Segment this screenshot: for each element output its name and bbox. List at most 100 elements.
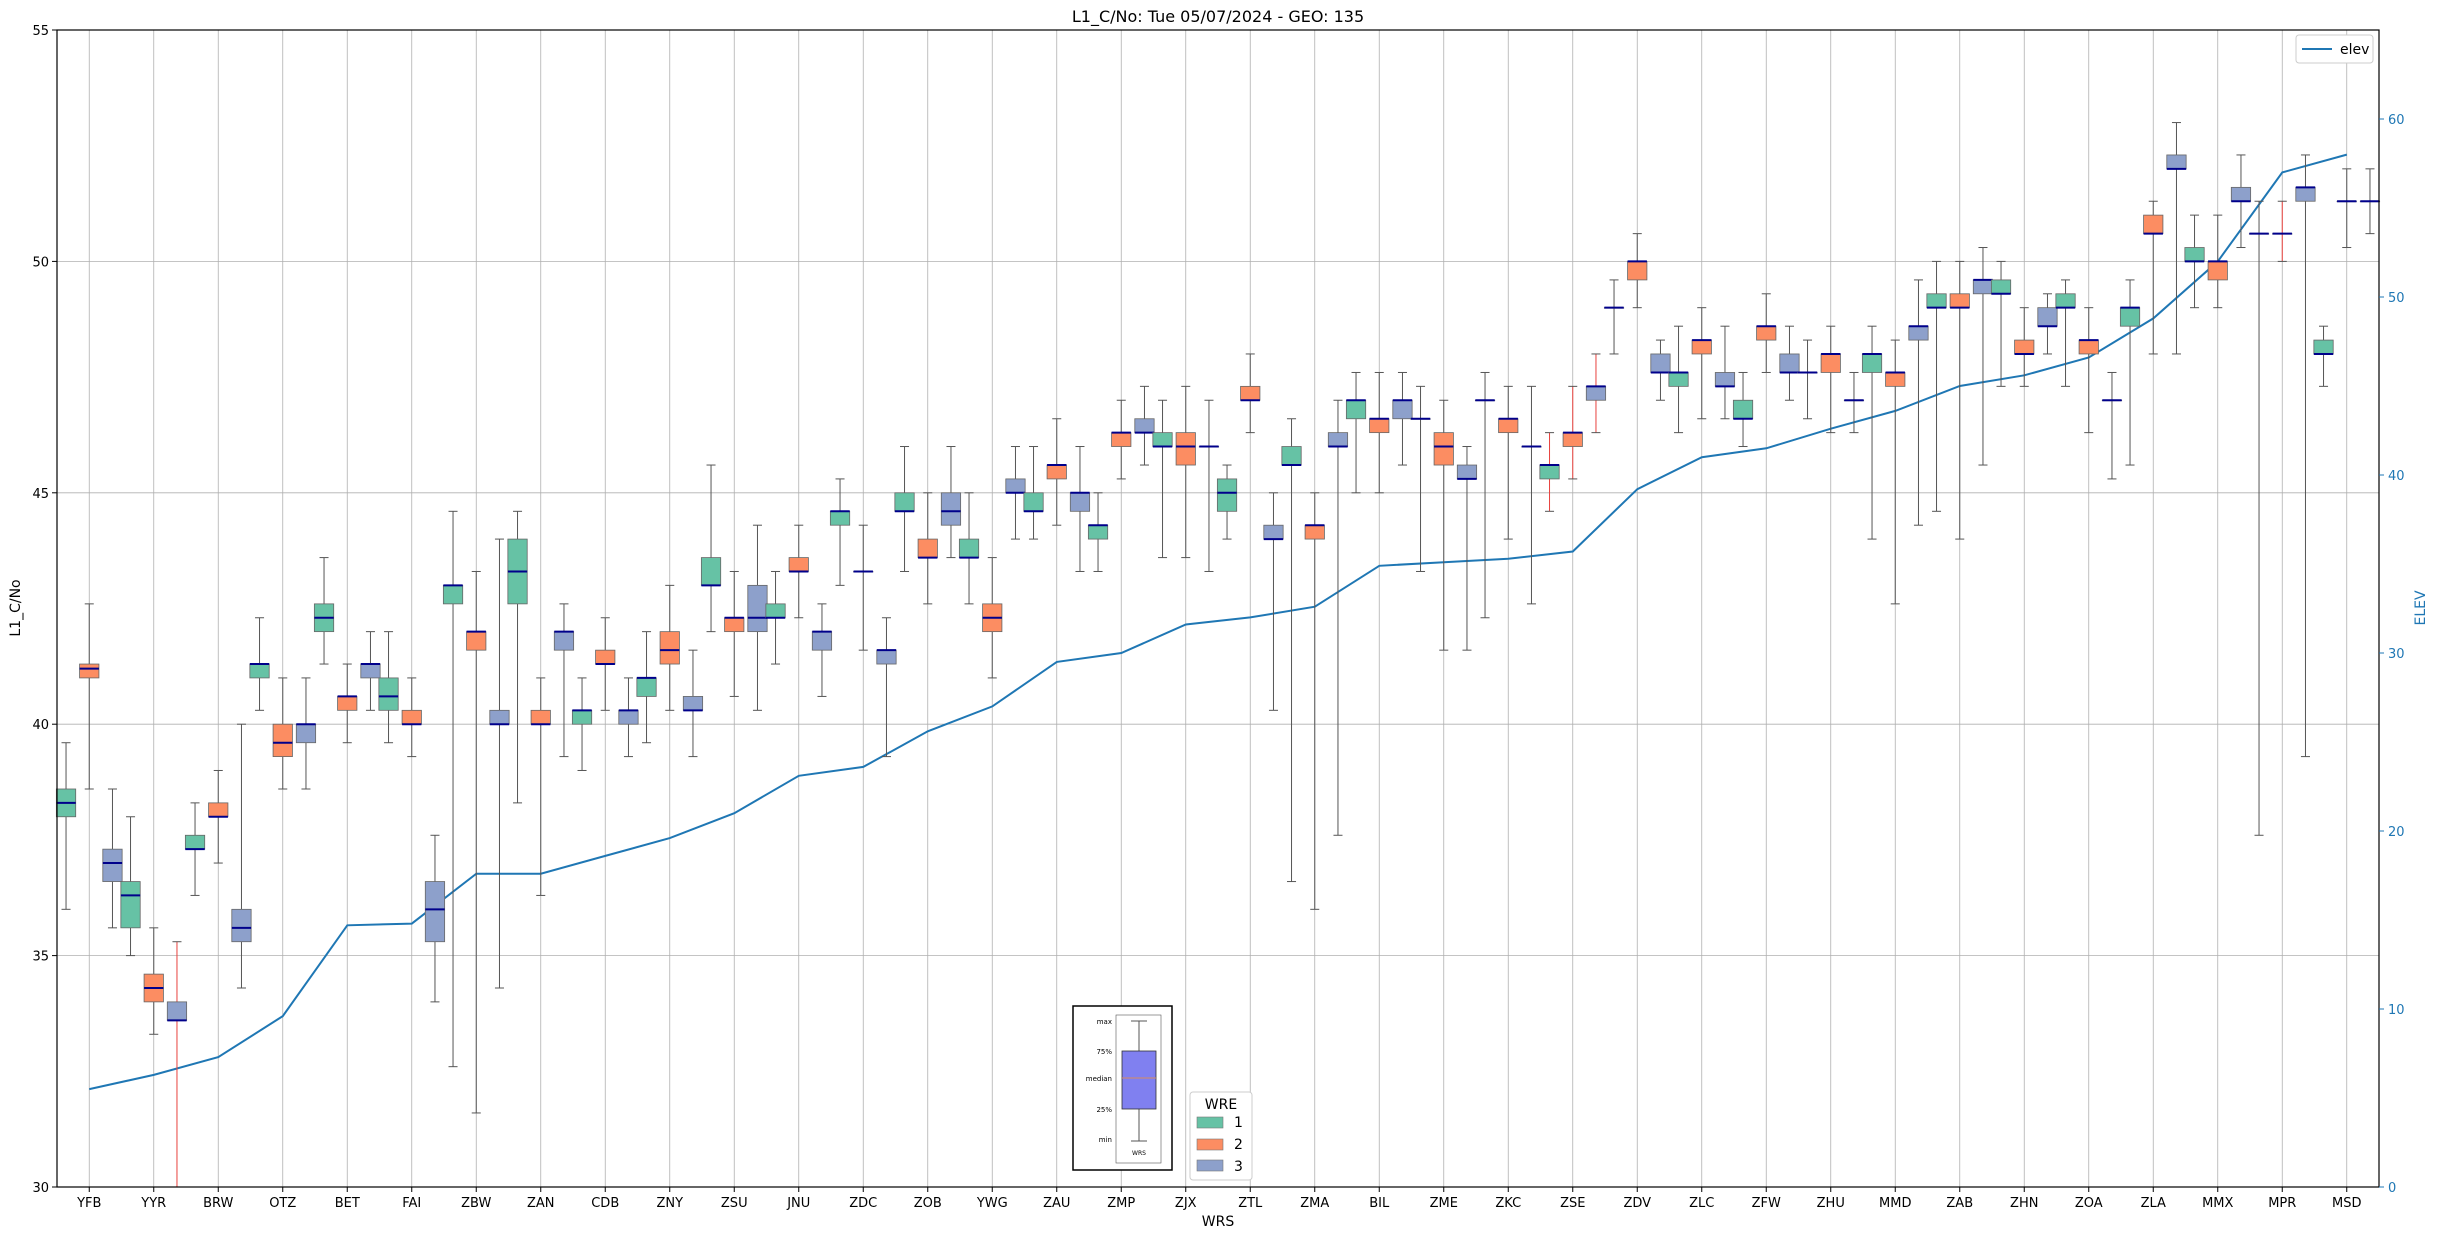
box-iqr	[1304, 524, 1325, 540]
x-tick-label: MMX	[2202, 1196, 2233, 1211]
x-tick-label: ZHU	[1817, 1196, 1845, 1211]
y2-tick-label: 10	[2388, 1003, 2405, 1018]
box-ZBW-wre2	[466, 570, 487, 1114]
wre-legend-label-3: 3	[1234, 1159, 1243, 1175]
box-iqr	[1369, 418, 1390, 434]
box-iqr	[79, 663, 100, 679]
box-ZOA-wre3	[2101, 371, 2123, 480]
box-iqr	[360, 663, 381, 679]
box-ZSE-wre1	[1539, 432, 1560, 512]
box-MMX-wre1	[2184, 214, 2205, 309]
box-ZAN-wre1	[507, 510, 528, 804]
box-BET-wre3	[360, 631, 381, 711]
inset-label-q1: 25%	[1096, 1106, 1112, 1114]
box-ZOA-wre1	[2055, 279, 2076, 387]
box-ZJX-wre1	[1152, 399, 1173, 559]
box-iqr	[272, 723, 293, 757]
box-ZAB-wre2	[1949, 260, 1970, 540]
box-BIL-wre3	[1392, 371, 1413, 466]
x-tick-label: ZSE	[1560, 1196, 1585, 1211]
x-tick-label: BIL	[1369, 1196, 1390, 1211]
y-tick-label: 55	[32, 24, 49, 39]
box-iqr	[958, 538, 980, 558]
box-ZDC-wre1	[829, 478, 851, 586]
x-tick-label: ZDV	[1623, 1196, 1651, 1211]
box-BIL-wre2	[1369, 371, 1390, 494]
inset-xlabel: WRS	[1132, 1150, 1146, 1157]
box-ZHN-wre1	[1990, 260, 2012, 387]
box-iqr	[1433, 432, 1454, 466]
x-tick-label: MSD	[2332, 1196, 2361, 1211]
box-ZNY-wre3	[682, 649, 704, 758]
y-axis-left: 30 35 40 45 50 55	[32, 24, 57, 1196]
x-tick-label: MPR	[2268, 1196, 2296, 1211]
box-ZMA-wre3	[1327, 399, 1349, 836]
box-ZMP-wre1	[1087, 492, 1109, 572]
box-iqr	[337, 696, 358, 711]
box-MMD-wre3	[1908, 279, 1929, 526]
y-tick-label: 30	[32, 1181, 49, 1196]
box-layer	[55, 122, 2381, 1187]
box-iqr	[1134, 418, 1155, 434]
y-axis-right: 0 10 20 30 40 50 60	[2379, 113, 2405, 1196]
box-MPR-wre1	[2248, 200, 2270, 836]
wre-legend-swatch-2	[1196, 1138, 1224, 1151]
box-YFB-wre1	[55, 742, 77, 910]
box-iqr	[1152, 432, 1173, 447]
box-iqr	[1732, 399, 1754, 420]
x-tick-label: ZKC	[1495, 1196, 1521, 1211]
box-MPR-wre3	[2295, 154, 2316, 758]
box-ZHU-wre1	[1797, 339, 1818, 420]
box-ZSE-wre2	[1562, 385, 1583, 480]
box-ZLC-wre1	[1668, 325, 1689, 434]
box-JNU-wre2	[788, 524, 809, 619]
box-iqr	[1756, 325, 1777, 341]
inset-label-q3: 75%	[1096, 1048, 1112, 1056]
box-iqr	[1111, 432, 1132, 447]
x-axis-label: WRS	[1202, 1214, 1235, 1230]
box-ZKC-wre2	[1498, 385, 1519, 540]
x-tick-label: ZSU	[721, 1196, 748, 1211]
box-ZHU-wre2	[1820, 325, 1841, 434]
inset-label-min: min	[1099, 1136, 1112, 1144]
box-iqr	[102, 848, 123, 882]
y-tick-label: 40	[32, 718, 49, 733]
x-tick-label: ZOB	[914, 1196, 942, 1211]
box-iqr	[1885, 372, 1906, 387]
x-tick-label: FAI	[402, 1196, 421, 1211]
box-ZLA-wre1	[2119, 279, 2141, 466]
box-iqr	[466, 631, 487, 651]
box-OTZ-wre3	[295, 677, 317, 790]
box-iqr	[249, 663, 270, 679]
box-iqr	[2207, 260, 2228, 281]
box-YYR-wre2	[143, 927, 164, 1035]
box-ZNY-wre1	[636, 631, 657, 744]
y-tick-label: 45	[32, 487, 49, 502]
box-iqr	[184, 834, 206, 850]
box-ZFW-wre2	[1756, 293, 1777, 373]
box-ZOA-wre2	[2078, 307, 2099, 434]
box-iqr	[1263, 524, 1284, 540]
elev-legend-label: elev	[2340, 42, 2369, 58]
box-ZMA-wre2	[1304, 492, 1325, 910]
x-axis: YFB YYR BRW OTZ BET FAI ZBW ZAN CDB ZNY ZSU JNU ZDC Z…	[76, 1187, 2361, 1211]
wre-legend-label-1: 1	[1234, 1115, 1243, 1131]
box-MMD-wre2	[1885, 339, 1906, 605]
box-BET-wre2	[337, 663, 358, 744]
box-BRW-wre3	[231, 723, 252, 989]
box-ZKC-wre3	[1521, 385, 1542, 605]
box-ZNY-wre2	[659, 584, 680, 711]
box-ZME-wre3	[1456, 446, 1478, 651]
box-inset-legend: max 75% median 25% min WRS	[1072, 1005, 1173, 1171]
x-tick-label: ZTL	[1238, 1196, 1263, 1211]
box-iqr	[2037, 307, 2058, 327]
x-tick-label: ZAN	[527, 1196, 555, 1211]
box-CDB-wre2	[595, 617, 616, 711]
x-tick-label: ZLC	[1689, 1196, 1714, 1211]
box-iqr	[894, 492, 915, 512]
box-OTZ-wre2	[272, 677, 293, 790]
box-ZAU-wre3	[1069, 446, 1091, 572]
y2-tick-label: 30	[2388, 647, 2405, 662]
box-OTZ-wre1	[249, 617, 270, 711]
box-iqr	[682, 696, 704, 711]
